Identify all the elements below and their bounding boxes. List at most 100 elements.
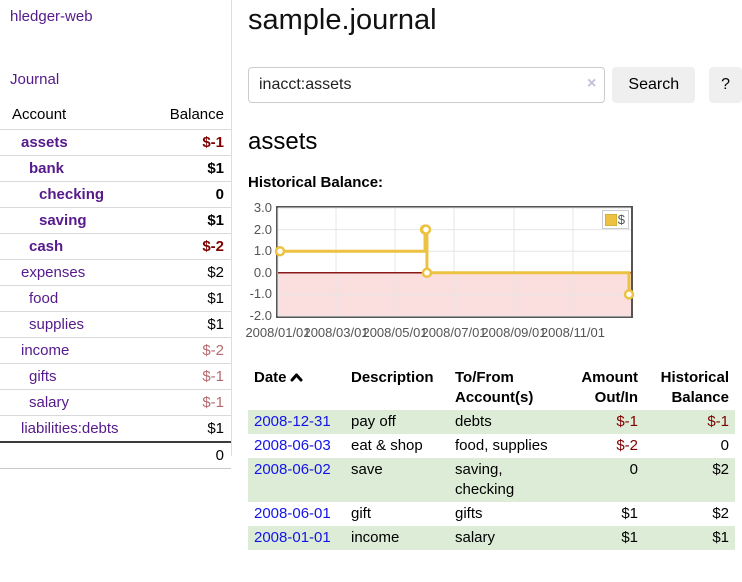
account-row: gifts $-1 bbox=[0, 363, 231, 390]
account-balance: $1 bbox=[152, 311, 231, 338]
account-link-income[interactable]: income bbox=[21, 342, 70, 359]
txn-description: pay off bbox=[351, 413, 396, 430]
legend-swatch-dollar bbox=[604, 213, 617, 226]
search-button[interactable]: Search bbox=[612, 67, 696, 103]
sort-asc-icon bbox=[290, 369, 303, 389]
txn-description: gift bbox=[351, 505, 372, 522]
accounts-table-header: Account Balance bbox=[0, 104, 231, 130]
x-tick-label: 2008/03/01 bbox=[303, 325, 369, 340]
account-link-checking[interactable]: checking bbox=[39, 186, 105, 203]
txn-accounts: debts bbox=[455, 413, 492, 430]
txn-accounts: gifts bbox=[455, 505, 483, 522]
txn-amount: 0 bbox=[629, 461, 638, 478]
account-link-food[interactable]: food bbox=[29, 290, 59, 307]
account-link-saving[interactable]: saving bbox=[39, 212, 87, 229]
main-content: sample.journal × Search ? assets Histori… bbox=[245, 0, 742, 550]
account-link-assets[interactable]: assets bbox=[21, 134, 68, 151]
y-tick-label: 0.0 bbox=[253, 264, 272, 280]
txn-accounts: food, supplies bbox=[455, 437, 548, 454]
txn-amount: $-1 bbox=[616, 413, 638, 430]
accounts-total-row: 0 bbox=[0, 441, 231, 469]
search-input[interactable] bbox=[248, 67, 606, 103]
page-title: sample.journal bbox=[248, 4, 437, 36]
chart-legend: $ bbox=[601, 210, 629, 229]
account-heading: assets bbox=[248, 128, 318, 155]
account-row: cash $-2 bbox=[0, 233, 231, 260]
account-row: bank $1 bbox=[0, 155, 231, 182]
account-link-expenses[interactable]: expenses bbox=[21, 264, 86, 281]
accounts-header-balance: Balance bbox=[169, 106, 224, 123]
register-table: Date Description To/From Account(s) Amou… bbox=[248, 366, 735, 550]
x-tick-label: 2008/05/01 bbox=[362, 325, 428, 340]
accounts-header-account: Account bbox=[12, 106, 67, 123]
register-row: 2008-01-01 income salary $1 $1 bbox=[248, 526, 735, 550]
account-balance: $1 bbox=[152, 415, 231, 442]
register-row: 2008-06-03 eat & shop food, supplies $-2… bbox=[248, 434, 735, 458]
txn-date-link[interactable]: 2008-06-02 bbox=[254, 461, 331, 478]
brand-link[interactable]: hledger-web bbox=[10, 8, 93, 25]
txn-description: eat & shop bbox=[351, 437, 423, 454]
account-balance: $-1 bbox=[152, 389, 231, 416]
balance-chart: 3.0 2.0 1.0 0.0 -1.0 -2.0 $ 2008/01/01 2008/03… bbox=[245, 201, 742, 344]
txn-date-link[interactable]: 2008-12-31 bbox=[254, 413, 331, 430]
account-balance: $1 bbox=[152, 155, 231, 182]
legend-label: $ bbox=[617, 212, 625, 227]
balance-chart-plot: $ bbox=[274, 206, 635, 318]
clear-search-icon[interactable]: × bbox=[587, 75, 597, 92]
txn-date-link[interactable]: 2008-06-03 bbox=[254, 437, 331, 454]
sidebar: hledger-web Journal Account Balance asse… bbox=[0, 0, 232, 469]
account-link-bank[interactable]: bank bbox=[29, 160, 65, 177]
help-button[interactable]: ? bbox=[709, 67, 742, 103]
account-row: food $1 bbox=[0, 285, 231, 312]
accounts-total-balance: 0 bbox=[152, 441, 231, 469]
search-form: × Search ? bbox=[248, 67, 742, 103]
y-tick-label: -1.0 bbox=[249, 286, 272, 302]
register-row: 2008-06-01 gift gifts $1 $2 bbox=[248, 502, 735, 526]
txn-accounts: saving, checking bbox=[455, 461, 515, 498]
x-tick-label: 2008/01/01 bbox=[245, 325, 311, 340]
y-tick-label: 1.0 bbox=[253, 243, 272, 259]
txn-date-link[interactable]: 2008-06-01 bbox=[254, 505, 331, 522]
txn-accounts: salary bbox=[455, 529, 496, 546]
account-balance: $1 bbox=[152, 207, 231, 234]
search-box: × bbox=[248, 67, 606, 103]
account-row: checking 0 bbox=[0, 181, 231, 208]
account-row: income $-2 bbox=[0, 337, 231, 364]
account-balance: $-1 bbox=[152, 363, 231, 390]
register-header-row: Date Description To/From Account(s) Amou… bbox=[248, 366, 735, 410]
nav-journal-link[interactable]: Journal bbox=[10, 71, 60, 88]
account-link-supplies[interactable]: supplies bbox=[29, 316, 85, 333]
account-link-gifts[interactable]: gifts bbox=[29, 368, 57, 385]
txn-balance: $1 bbox=[712, 529, 729, 546]
register-header-balance: Historical Balance bbox=[660, 369, 729, 406]
account-balance: $-1 bbox=[152, 129, 231, 156]
y-tick-label: 2.0 bbox=[253, 221, 272, 237]
register-row: 2008-12-31 pay off debts $-1 $-1 bbox=[248, 410, 735, 434]
account-balance: $-2 bbox=[152, 233, 231, 260]
txn-balance: $-1 bbox=[707, 413, 729, 430]
register-header-amount: Amount Out/In bbox=[581, 369, 638, 406]
txn-amount: $-2 bbox=[616, 437, 638, 454]
register-header-date[interactable]: Date bbox=[248, 366, 345, 410]
account-row: liabilities:debts $1 bbox=[0, 415, 231, 442]
account-link-cash[interactable]: cash bbox=[29, 238, 64, 255]
register-row: 2008-06-02 save saving, checking 0 $2 bbox=[248, 458, 735, 502]
account-link-salary[interactable]: salary bbox=[29, 394, 70, 411]
txn-description: income bbox=[351, 529, 400, 546]
account-row: supplies $1 bbox=[0, 311, 231, 338]
x-tick-label: 2008/07/01 bbox=[421, 325, 487, 340]
txn-amount: $1 bbox=[621, 529, 638, 546]
txn-amount: $1 bbox=[621, 505, 638, 522]
y-tick-label: 3.0 bbox=[253, 200, 272, 215]
x-tick-label: 2008/11/01 bbox=[540, 325, 606, 340]
txn-balance: $2 bbox=[712, 505, 729, 522]
account-link-liabilities-debts[interactable]: liabilities:debts bbox=[21, 420, 119, 437]
account-row: expenses $2 bbox=[0, 259, 231, 286]
txn-date-link[interactable]: 2008-01-01 bbox=[254, 529, 331, 546]
txn-balance: $2 bbox=[712, 461, 729, 478]
account-balance: $-2 bbox=[152, 337, 231, 364]
account-row: assets $-1 bbox=[0, 129, 231, 156]
accounts-table: Account Balance assets $-1 bank $1 check… bbox=[0, 104, 231, 469]
account-balance: 0 bbox=[152, 181, 231, 208]
register-header-accounts: To/From Account(s) bbox=[455, 369, 534, 406]
